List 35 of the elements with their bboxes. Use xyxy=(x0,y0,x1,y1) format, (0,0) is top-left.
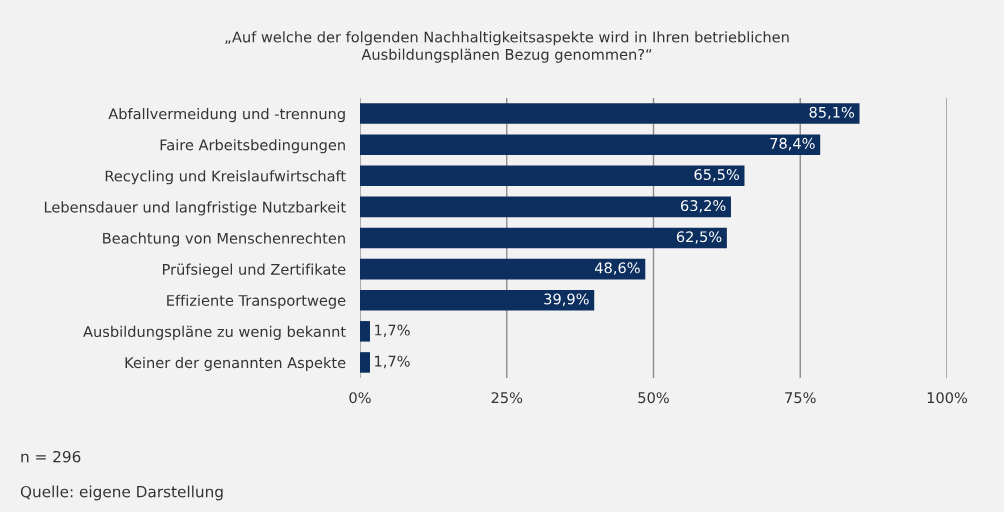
y-tick-label: Keiner der genannten Aspekte xyxy=(125,356,346,372)
x-tick-label: 25% xyxy=(491,392,523,404)
bar xyxy=(360,227,727,249)
y-tick-label: Recycling und Kreislaufwirtschaft xyxy=(105,170,346,185)
bar xyxy=(360,165,745,187)
text: n = 296 xyxy=(21,450,81,463)
y-tick-label: Prüfsiegel und Zertifikate xyxy=(162,263,346,278)
y-tick-label: Lebensdauer und langfristige Nutzbarkeit xyxy=(44,201,346,216)
chart-title: „Auf welche der folgenden Nachhaltigkeitsaspekte wird in Ihren betrieblichen Ausbildungsplänen Bezug genommen?“ xyxy=(225,31,789,63)
bar xyxy=(360,103,860,124)
source-note: Quelle: eigene Darstellung xyxy=(20,485,223,501)
bar xyxy=(360,258,646,280)
x-tick-label: 50% xyxy=(638,392,669,404)
bar xyxy=(360,196,731,218)
bar xyxy=(360,352,370,373)
y-tick-label: Effiziente Transportwege xyxy=(167,294,346,309)
data-label: 1,7% xyxy=(375,355,410,369)
x-tick-label: 0% xyxy=(349,392,371,404)
data-label: 78,4% xyxy=(770,137,815,151)
y-tick-label: Ausbildungspläne zu wenig bekannt xyxy=(83,325,346,340)
bar xyxy=(360,321,370,342)
y-tick-label: Beachtung von Menschenrechten xyxy=(103,232,345,247)
bar xyxy=(360,134,821,155)
bar xyxy=(360,289,595,311)
data-label: 63,2% xyxy=(680,200,726,213)
y-tick-label: Abfallvermeidung und -trennung xyxy=(108,108,345,123)
data-label: 85,1% xyxy=(809,106,855,120)
y-tick-label: Faire Arbeitsbedingungen xyxy=(160,139,345,154)
x-tick-label: 100% xyxy=(927,392,968,404)
data-label: 39,9% xyxy=(544,293,589,306)
data-label: 1,7% xyxy=(375,324,410,338)
data-label: 65,5% xyxy=(694,168,739,182)
data-label: 62,5% xyxy=(676,231,722,244)
data-label: 48,6% xyxy=(594,262,640,275)
x-tick-label: 75% xyxy=(785,392,816,404)
